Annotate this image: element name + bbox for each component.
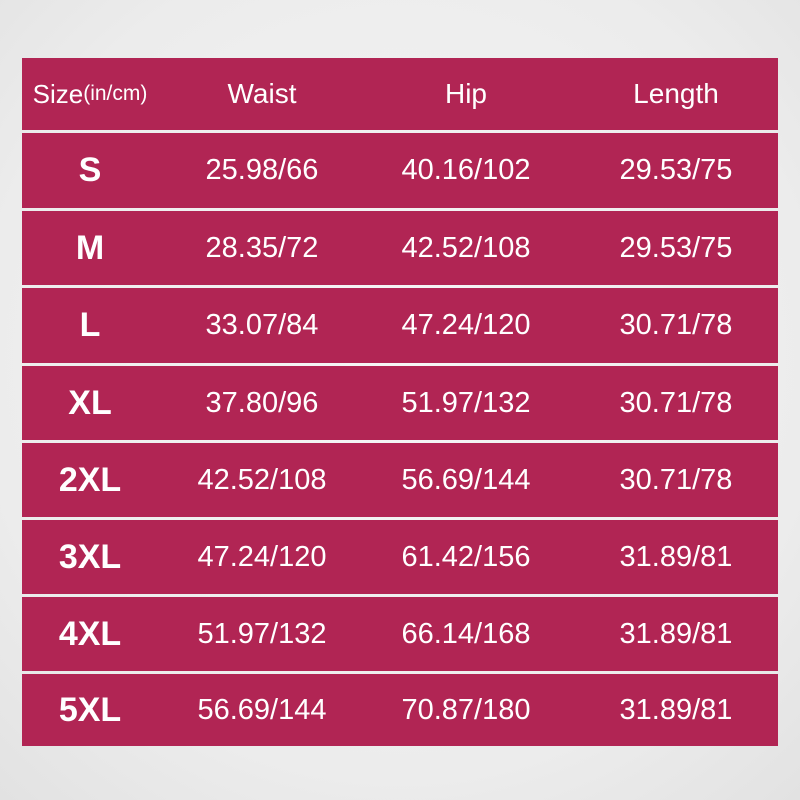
waist-cell: 33.07/84 bbox=[205, 309, 319, 341]
header-length: Length bbox=[633, 78, 719, 109]
hip-cell: 42.52/108 bbox=[401, 231, 531, 264]
length-cell: 31.89/81 bbox=[619, 617, 733, 650]
table-row: 3XL 47.24/120 61.42/156 31.89/81 bbox=[22, 520, 778, 594]
table-row: XL 37.80/96 51.97/132 30.71/78 bbox=[22, 366, 778, 440]
size-label: Size bbox=[32, 78, 84, 109]
waist-cell: 51.97/132 bbox=[197, 617, 327, 650]
table-row: M 28.35/72 42.52/108 29.53/75 bbox=[22, 211, 778, 285]
hip-cell: 66.14/168 bbox=[401, 617, 531, 650]
length-cell: 30.71/78 bbox=[619, 463, 733, 496]
hip-cell: 47.24/120 bbox=[401, 309, 531, 341]
waist-cell: 56.69/144 bbox=[197, 693, 327, 726]
size-cell: 4XL bbox=[58, 614, 122, 653]
table-header-row: Size (in/cm) Waist Hip Length bbox=[22, 58, 778, 130]
table-row: 4XL 51.97/132 66.14/168 31.89/81 bbox=[22, 597, 778, 671]
waist-cell: 28.35/72 bbox=[205, 231, 319, 264]
size-cell: 5XL bbox=[58, 690, 122, 729]
header-waist: Waist bbox=[227, 78, 297, 109]
hip-cell: 51.97/132 bbox=[401, 386, 531, 419]
header-hip: Hip bbox=[444, 78, 487, 109]
size-cell: 3XL bbox=[58, 537, 122, 576]
length-cell: 29.53/75 bbox=[619, 231, 733, 264]
waist-cell: 25.98/66 bbox=[205, 154, 319, 186]
size-cell: S bbox=[78, 151, 102, 189]
size-unit: (in/cm) bbox=[83, 82, 148, 105]
hip-cell: 70.87/180 bbox=[401, 693, 531, 726]
size-cell: XL bbox=[68, 383, 112, 422]
hip-cell: 61.42/156 bbox=[401, 540, 531, 573]
waist-cell: 37.80/96 bbox=[205, 386, 319, 419]
waist-cell: 42.52/108 bbox=[197, 463, 327, 496]
size-cell: 2XL bbox=[58, 460, 122, 499]
size-cell: L bbox=[79, 306, 101, 344]
hip-cell: 40.16/102 bbox=[401, 154, 531, 186]
table-row: S 25.98/66 40.16/102 29.53/75 bbox=[22, 133, 778, 208]
waist-cell: 47.24/120 bbox=[197, 540, 327, 573]
table-row: 5XL 56.69/144 70.87/180 31.89/81 bbox=[22, 674, 778, 746]
header-size: Size (in/cm) bbox=[22, 58, 158, 130]
table-row: L 33.07/84 47.24/120 30.71/78 bbox=[22, 288, 778, 363]
size-cell: M bbox=[75, 228, 105, 267]
length-cell: 29.53/75 bbox=[619, 154, 733, 186]
hip-cell: 56.69/144 bbox=[401, 463, 531, 496]
length-cell: 31.89/81 bbox=[619, 693, 733, 726]
table-row: 2XL 42.52/108 56.69/144 30.71/78 bbox=[22, 443, 778, 517]
length-cell: 30.71/78 bbox=[619, 309, 733, 341]
length-cell: 31.89/81 bbox=[619, 540, 733, 573]
length-cell: 30.71/78 bbox=[619, 386, 733, 419]
